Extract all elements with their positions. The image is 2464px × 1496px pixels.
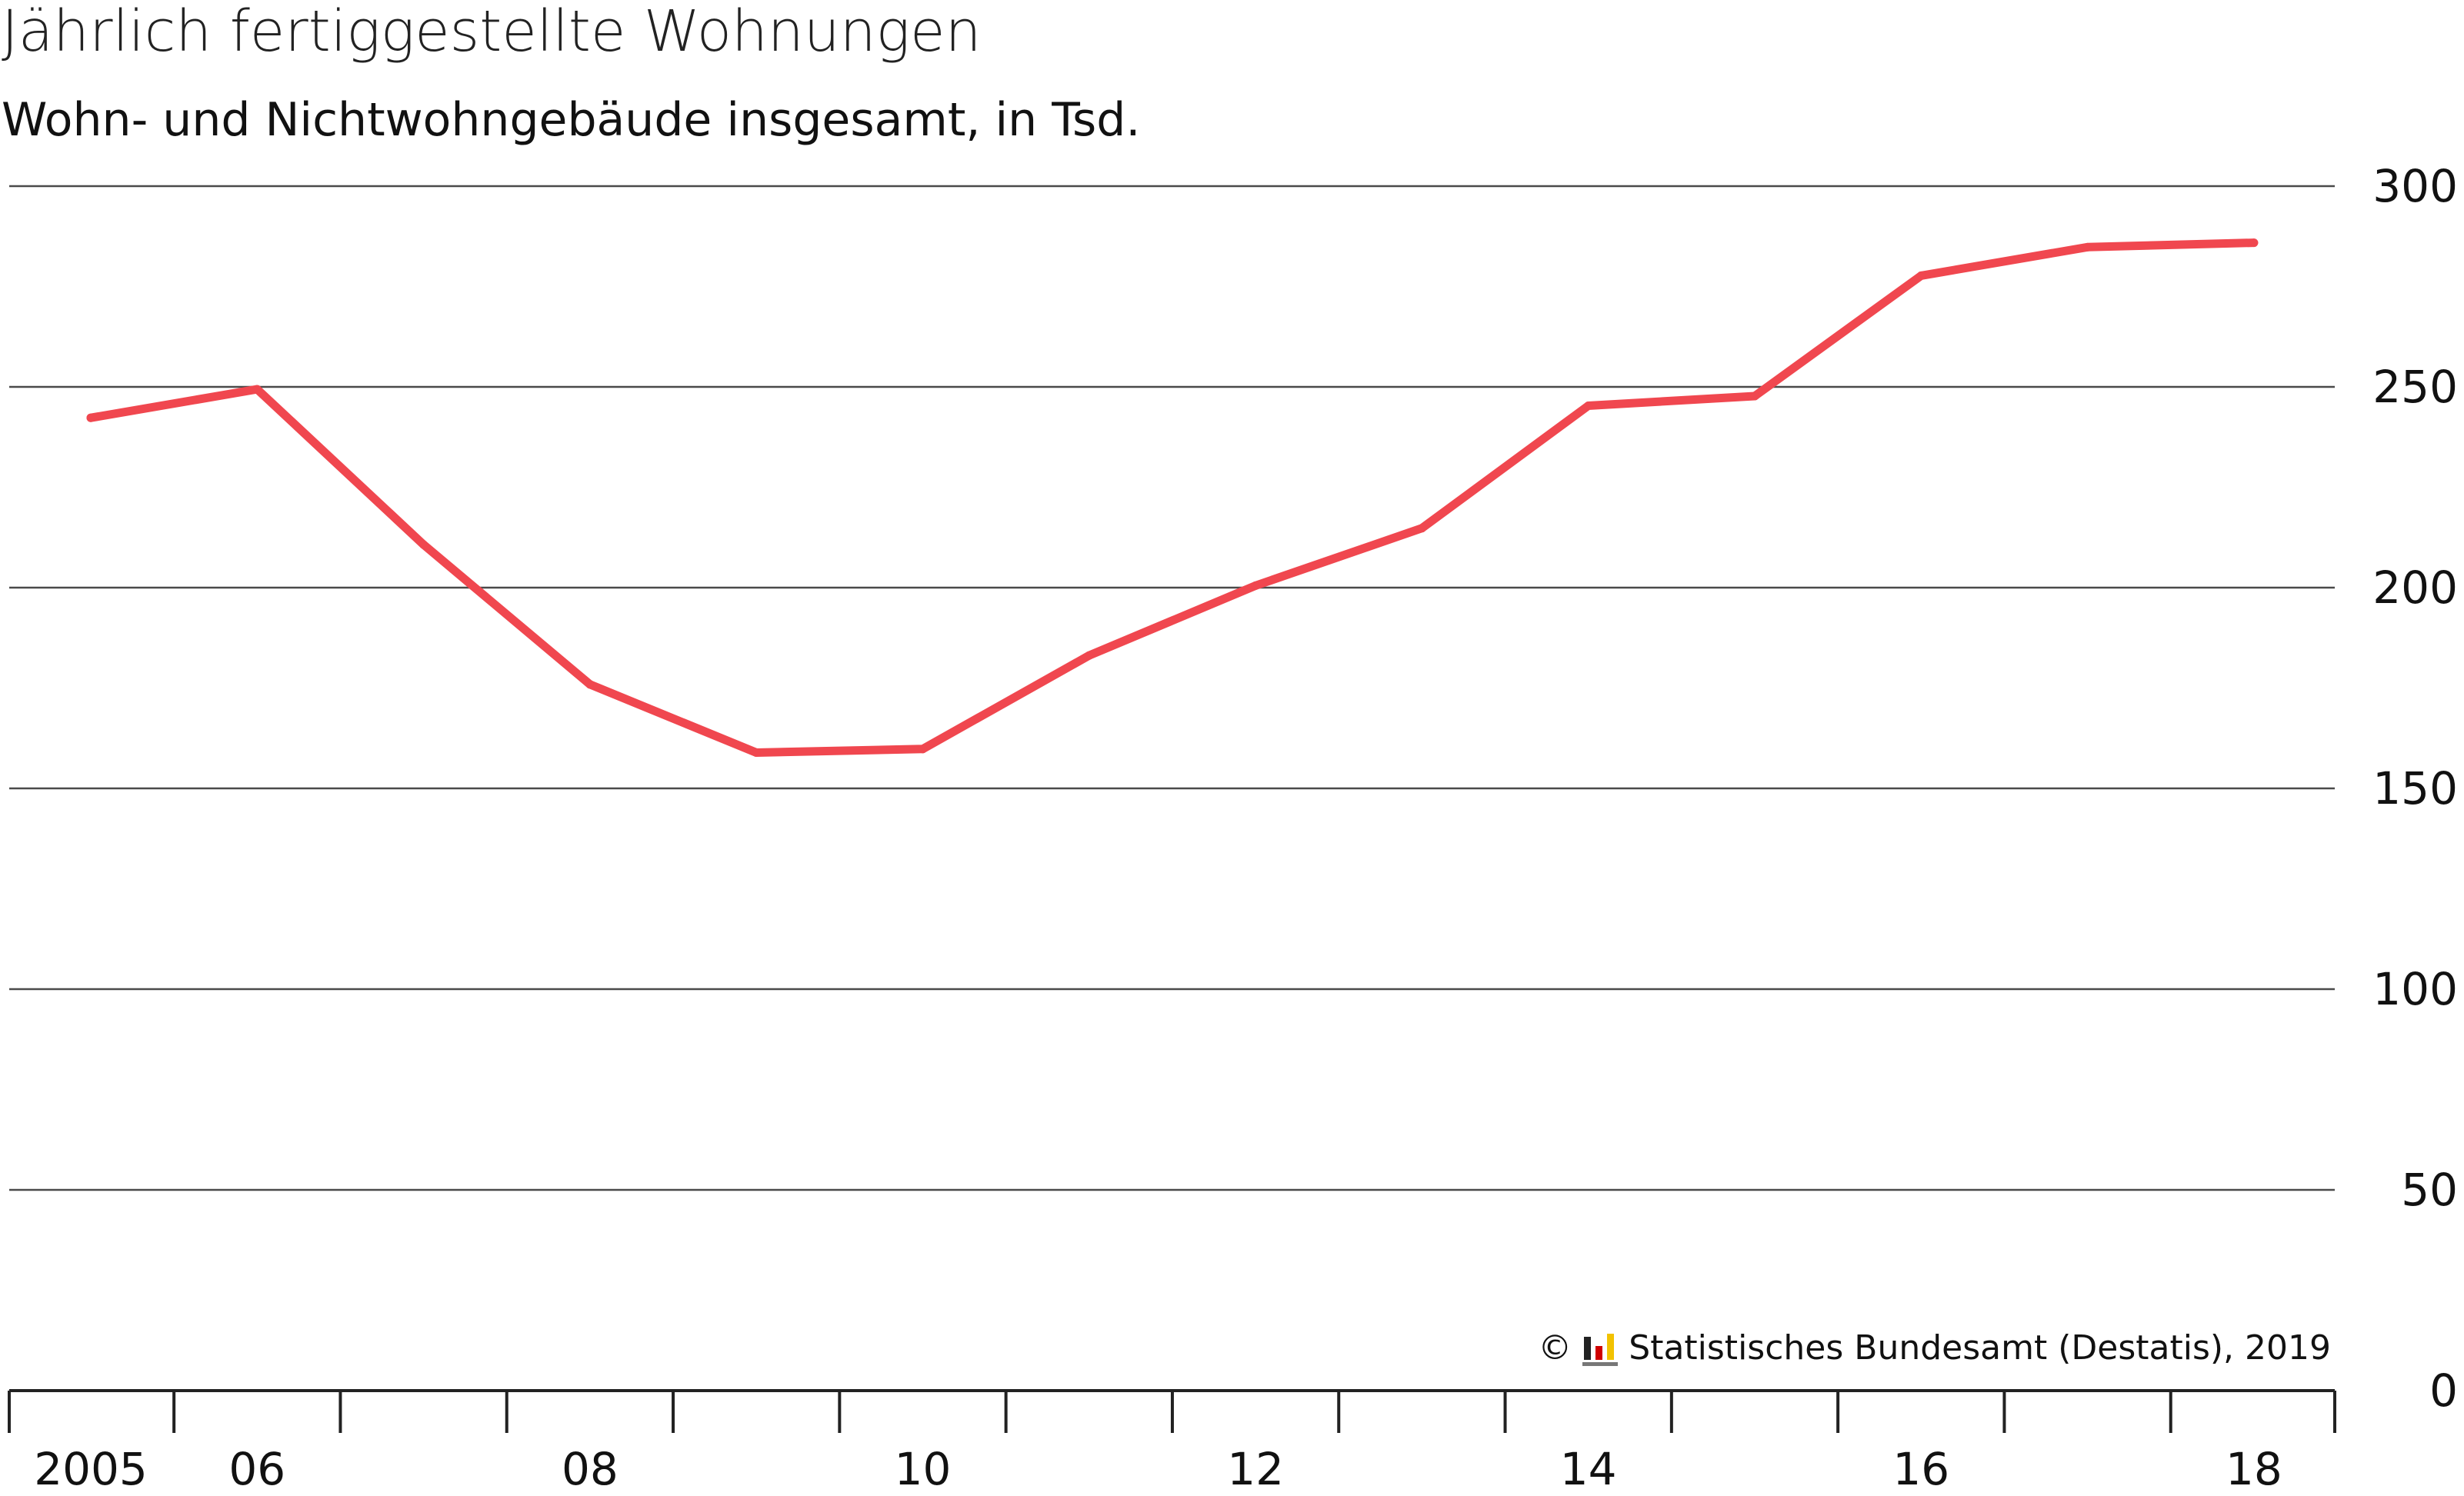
y-tick-label-200: 200 [2372, 561, 2458, 614]
x-tick-label-2005: 2005 [34, 1443, 148, 1495]
y-tick-label-100: 100 [2372, 963, 2458, 1015]
data-point-2011 [1085, 651, 1094, 660]
x-tick-label-12: 12 [1227, 1443, 1284, 1495]
x-tick-label-10: 10 [895, 1443, 952, 1495]
data-point-2017 [2083, 242, 2092, 252]
destatis-logo-icon [1582, 1331, 1619, 1366]
data-point-2018 [2249, 238, 2259, 248]
chart-title: Jährlich fertiggestellte Wohnungen [2, 0, 982, 65]
chart-subtitle: Wohn- und Nichtwohngebäude insgesamt, in… [2, 93, 1141, 147]
y-tick-label-250: 250 [2372, 361, 2458, 413]
y-tick-label-150: 150 [2372, 762, 2458, 815]
copyright-symbol: © [1538, 1328, 1572, 1368]
data-point-2013 [1417, 524, 1426, 533]
data-point-2010 [919, 745, 927, 754]
x-tick-label-06: 06 [228, 1443, 285, 1495]
x-tick-label-18: 18 [2226, 1443, 2282, 1495]
x-tick-label-14: 14 [1560, 1443, 1617, 1495]
x-tick-label-16: 16 [1892, 1443, 1949, 1495]
y-tick-label-300: 300 [2372, 160, 2458, 212]
data-point-2014 [1584, 401, 1593, 411]
y-tick-label-50: 50 [2401, 1164, 2458, 1216]
data-point-2012 [1251, 581, 1260, 590]
x-axis-tick-labels: 2005 06 08 10 12 14 16 18 [34, 1443, 2282, 1495]
gridlines [9, 185, 2335, 1191]
series-layer [86, 238, 2259, 758]
data-point-2016 [1916, 271, 1926, 280]
x-tick-label-08: 08 [562, 1443, 619, 1495]
data-point-2006 [252, 385, 262, 394]
x-axis [8, 1389, 2336, 1433]
y-tick-label-0: 0 [2429, 1364, 2458, 1417]
data-point-2005 [86, 413, 95, 422]
data-point-2015 [1750, 391, 1759, 401]
y-axis-tick-labels: 0 50 100 150 200 250 300 [2372, 160, 2458, 1417]
data-point-2007 [419, 540, 428, 549]
source-text: Statistisches Bundesamt (Destatis), 2019 [1629, 1328, 2331, 1368]
data-point-2009 [752, 748, 761, 758]
series-line-0 [86, 238, 2259, 757]
source-credit: © Statistisches Bundesamt (Destatis), 20… [1538, 1331, 2331, 1366]
data-point-2008 [585, 680, 595, 689]
